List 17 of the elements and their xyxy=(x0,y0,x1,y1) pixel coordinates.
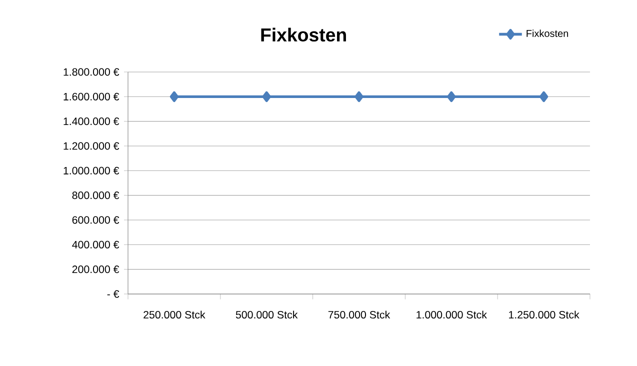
y-tick-label: 1.200.000 € xyxy=(64,142,120,150)
y-tick-label: 200.000 € xyxy=(72,266,120,274)
y-tick-label: 600.000 € xyxy=(72,216,120,224)
y-tick-label: - € xyxy=(107,290,120,298)
y-tick-label: 1.000.000 € xyxy=(64,166,120,174)
x-tick-label: 1.000.000 Stck xyxy=(416,310,487,319)
x-tick-label: 250.000 Stck xyxy=(144,310,206,319)
chart-title: Fixkosten xyxy=(261,28,346,42)
y-tick-label: 1.600.000 € xyxy=(64,92,120,100)
y-tick-label: 1.800.000 € xyxy=(64,68,120,76)
x-tick-label: 750.000 Stck xyxy=(328,310,390,319)
y-tick-label: 800.000 € xyxy=(72,192,120,200)
legend-label: Fixkosten xyxy=(526,30,568,37)
y-tick-label: 1.400.000 € xyxy=(64,118,120,126)
x-tick-label: 1.250.000 Stck xyxy=(509,310,580,319)
y-tick-label: 400.000 € xyxy=(72,240,120,248)
x-tick-label: 500.000 Stck xyxy=(236,310,298,319)
